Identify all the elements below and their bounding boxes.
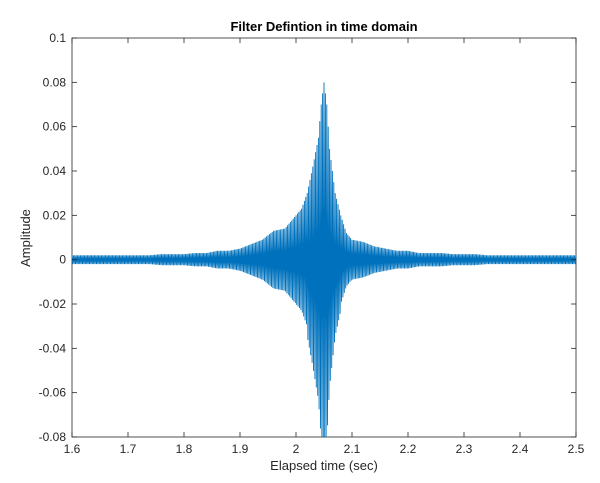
y-tick-label: 0: [59, 253, 66, 267]
x-tick-label: 1.7: [120, 442, 137, 456]
x-tick-label: 1.9: [232, 442, 249, 456]
y-tick-label: 0.08: [43, 75, 67, 89]
x-axis-label: Elapsed time (sec): [270, 458, 378, 473]
y-tick-label: 0.02: [43, 208, 67, 222]
y-axis-label: Amplitude: [18, 209, 33, 267]
y-axis-ticks: -0.08 -0.06 -0.04 -0.02 0 0.02 0.04 0.06 0.08 0.1: [39, 31, 576, 444]
chart-title: Filter Defintion in time domain: [230, 19, 417, 34]
y-tick-label: -0.06: [39, 386, 67, 400]
x-tick-label: 2.2: [400, 442, 417, 456]
signal-line: [71, 82, 577, 438]
x-axis-ticks: 1.6 1.7 1.8 1.9 2 2.1 2.2 2.3 2.4 2.5: [64, 38, 585, 456]
x-tick-label: 2.1: [344, 442, 361, 456]
y-tick-label: -0.08: [39, 430, 67, 444]
y-tick-label: 0.06: [43, 120, 67, 134]
x-tick-label: 1.6: [64, 442, 81, 456]
y-tick-label: 0.04: [43, 164, 67, 178]
x-tick-label: 2: [293, 442, 300, 456]
x-tick-label: 2.5: [568, 442, 585, 456]
y-tick-label: -0.02: [39, 297, 67, 311]
x-tick-label: 2.4: [512, 442, 529, 456]
x-tick-label: 2.3: [456, 442, 473, 456]
y-tick-label: -0.04: [39, 341, 67, 355]
signal-series: [71, 82, 577, 438]
y-tick-label: 0.1: [49, 31, 66, 45]
x-tick-label: 1.8: [176, 442, 193, 456]
